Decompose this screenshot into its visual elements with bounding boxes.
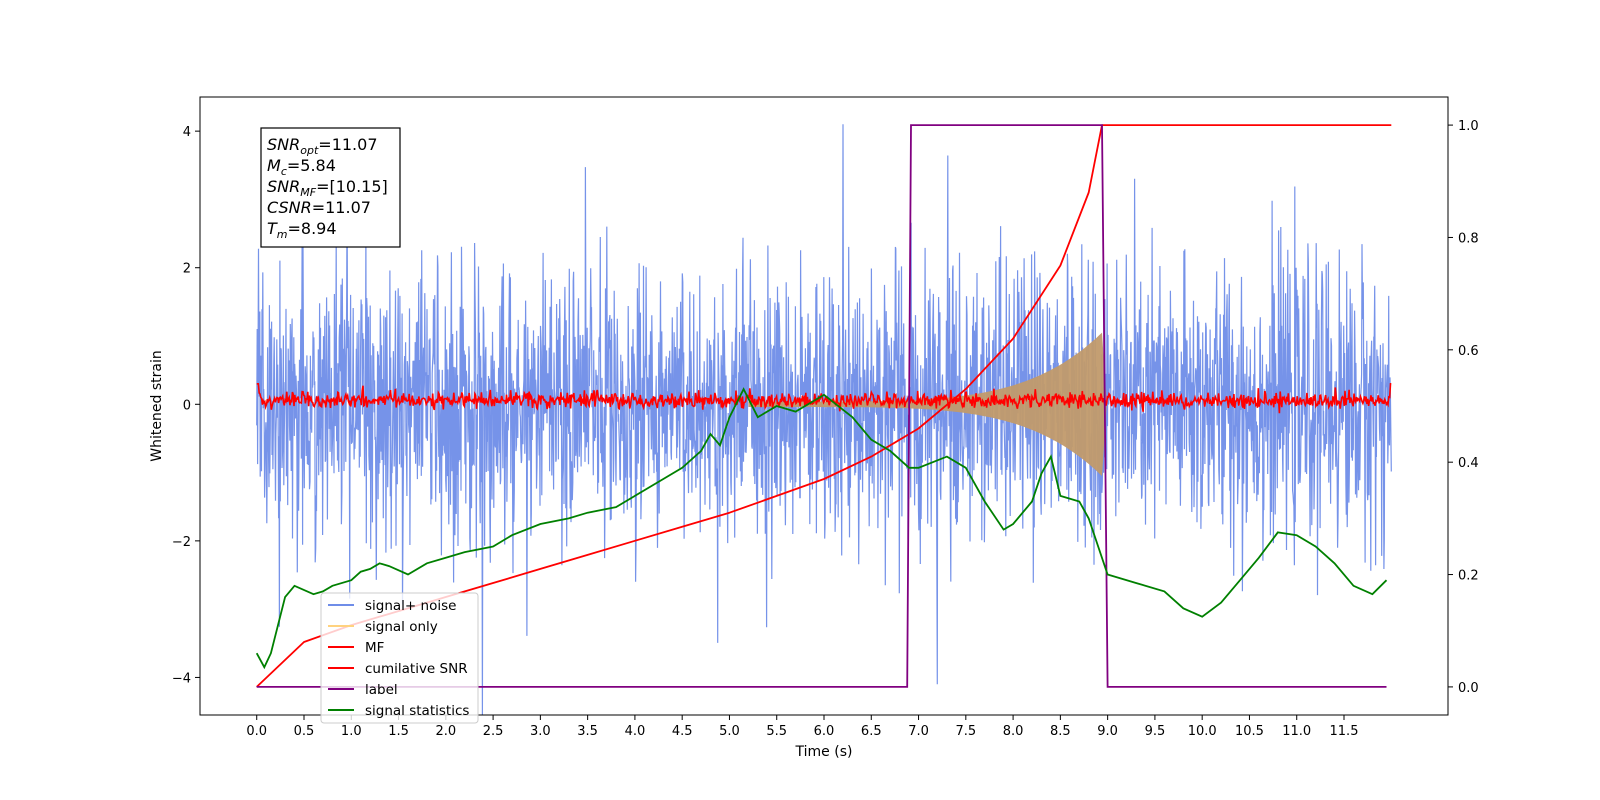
x-tick-label: 4.0 [625, 724, 646, 739]
y2-tick-label: 0.8 [1458, 231, 1479, 246]
legend: signal+ noise signal only MF cumilative SNR… [320, 592, 479, 724]
legend-label: cumilative SNR [365, 661, 468, 677]
y2-tick-label: 0.4 [1458, 456, 1479, 471]
x-tick-label: 8.0 [1003, 724, 1024, 739]
x-tick-label: 4.5 [672, 724, 693, 739]
info-line: CSNR=11.07 [267, 198, 371, 217]
legend-label: signal statistics [365, 703, 469, 719]
y2-tick-label: 0.6 [1458, 344, 1479, 359]
series-signal-statistics [255, 387, 1388, 670]
legend-frame [320, 592, 479, 724]
x-tick-label: 6.0 [814, 724, 835, 739]
y2-tick-label: 1.0 [1458, 119, 1479, 134]
x-tick-label: 2.0 [435, 724, 456, 739]
y-axis-right: 0.0 0.2 0.4 0.6 0.8 1.0 [1448, 119, 1479, 696]
x-tick-label: 7.5 [955, 724, 976, 739]
series-signal-noise [256, 124, 1392, 715]
legend-label: signal+ noise [365, 598, 456, 614]
y-tick-label: 0 [183, 398, 191, 413]
x-tick-label: 10.0 [1188, 724, 1217, 739]
info-line: Tm=8.94 [267, 219, 337, 241]
x-tick-label: 5.5 [766, 724, 787, 739]
x-tick-label: 9.5 [1145, 724, 1166, 739]
info-line: SNRMF=[10.15] [267, 177, 388, 199]
series-cumulative-snr [256, 124, 1392, 688]
x-tick-label: 7.0 [908, 724, 929, 739]
x-tick-label: 10.5 [1235, 724, 1264, 739]
x-tick-label: 3.5 [577, 724, 598, 739]
x-tick-label: 3.0 [530, 724, 551, 739]
series-mf [256, 383, 1392, 414]
info-box-frame [260, 127, 401, 248]
x-tick-label: 6.5 [861, 724, 882, 739]
x-tick-label: 1.0 [341, 724, 362, 739]
y-tick-label: 2 [183, 262, 191, 277]
x-tick-label: 1.5 [388, 724, 409, 739]
info-line: Mc=5.84 [267, 156, 336, 178]
y-axis-left: −4 −2 0 2 4 [172, 125, 200, 686]
y-axis-label: Whitened strain [149, 350, 165, 461]
y2-tick-label: 0.0 [1458, 681, 1479, 696]
x-tick-label: 0.0 [246, 724, 267, 739]
x-axis-label: Time (s) [795, 744, 853, 760]
info-line: SNRopt=11.07 [267, 135, 378, 157]
y-tick-label: −2 [172, 535, 191, 550]
legend-label: signal only [365, 619, 438, 635]
y-tick-label: −4 [172, 671, 191, 686]
x-tick-label: 11.0 [1282, 724, 1311, 739]
x-tick-label: 5.0 [719, 724, 740, 739]
info-box: SNRopt=11.07Mc=5.84SNRMF=[10.15]CSNR=11.… [260, 127, 401, 248]
x-tick-label: 8.5 [1050, 724, 1071, 739]
plot-layer [255, 124, 1392, 715]
x-tick-label: 2.5 [483, 724, 504, 739]
y-tick-label: 4 [183, 125, 191, 140]
y2-tick-label: 0.2 [1458, 569, 1479, 584]
x-tick-label: 11.5 [1330, 724, 1359, 739]
x-tick-label: 9.0 [1097, 724, 1118, 739]
legend-label: label [365, 682, 398, 698]
series-label [256, 124, 1387, 688]
x-axis: 0.0 0.5 1.0 1.5 2.0 2.5 3.0 3.5 4.0 4.5 5.0 5.5 6.0 6… [246, 715, 1358, 739]
x-tick-label: 0.5 [294, 724, 315, 739]
legend-label: MF [365, 640, 384, 656]
